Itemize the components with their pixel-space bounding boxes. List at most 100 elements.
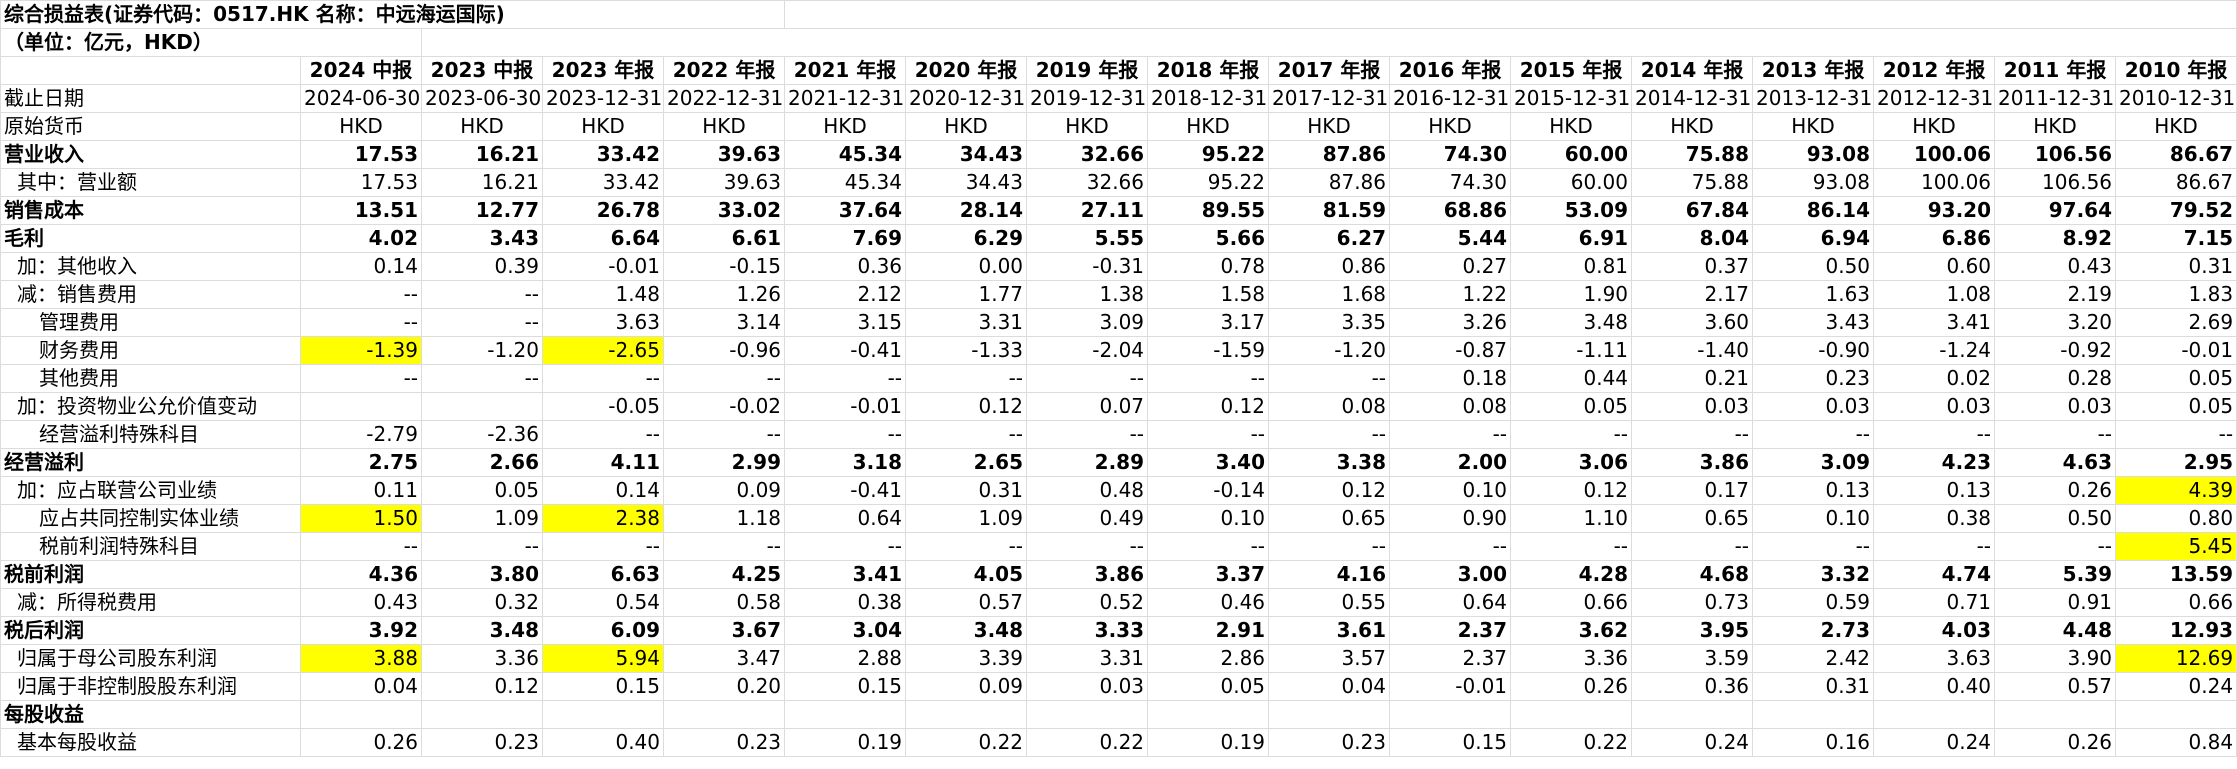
table-cell[interactable]: 3.36 (1510, 644, 1633, 673)
table-cell[interactable]: 0.71 (1873, 588, 1996, 617)
table-cell[interactable]: 1.63 (1752, 280, 1875, 309)
table-cell[interactable]: 2.65 (905, 448, 1028, 477)
table-cell[interactable]: 2.66 (421, 448, 543, 477)
table-cell[interactable]: 0.03 (1631, 392, 1754, 421)
table-cell[interactable]: 4.68 (1631, 560, 1754, 589)
table-cell[interactable]: HKD (1873, 112, 1996, 141)
row-label[interactable]: 销售成本 (0, 196, 301, 225)
table-cell[interactable]: -- (1873, 532, 1996, 561)
table-cell[interactable]: 0.02 (1873, 364, 1996, 393)
table-cell[interactable]: 45.34 (784, 140, 907, 169)
table-cell[interactable]: 1.26 (662, 280, 786, 309)
row-label[interactable]: 减：所得税费用 (0, 588, 301, 617)
table-cell[interactable]: 0.15 (1389, 728, 1512, 757)
table-cell[interactable]: -- (1752, 532, 1875, 561)
table-cell[interactable]: 2020-12-31 (905, 84, 1028, 113)
table-cell[interactable]: 3.86 (1631, 448, 1754, 477)
row-label[interactable]: 经营溢利特殊科目 (0, 420, 301, 449)
table-cell[interactable]: 0.52 (1026, 588, 1149, 617)
table-cell[interactable]: 2.42 (1752, 644, 1875, 673)
table-cell[interactable]: 4.02 (300, 224, 422, 253)
table-cell[interactable]: 3.18 (784, 448, 907, 477)
table-cell[interactable]: 3.61 (1268, 616, 1391, 645)
table-cell[interactable]: 3.63 (1873, 644, 1996, 673)
table-cell[interactable]: 106.56 (1994, 168, 2117, 197)
table-cell[interactable]: 0.10 (1389, 476, 1512, 505)
table-cell[interactable]: 33.42 (542, 140, 664, 169)
table-cell[interactable]: 0.57 (1994, 672, 2117, 701)
table-cell[interactable]: 4.25 (662, 560, 786, 589)
table-cell[interactable]: 33.42 (542, 168, 664, 197)
table-cell[interactable]: 3.43 (421, 224, 543, 253)
table-cell[interactable]: HKD (1631, 112, 1754, 141)
column-header[interactable]: 2013 年报 (1752, 56, 1875, 85)
table-cell[interactable]: 3.62 (1510, 616, 1633, 645)
table-cell[interactable]: 0.86 (1268, 252, 1391, 281)
table-cell[interactable]: -- (542, 420, 664, 449)
table-cell[interactable]: 27.11 (1026, 196, 1149, 225)
table-cell[interactable]: 12.93 (2115, 616, 2237, 645)
table-cell[interactable]: 6.63 (542, 560, 664, 589)
table-cell[interactable]: 5.94 (542, 644, 664, 673)
table-cell[interactable]: 0.64 (784, 504, 907, 533)
table-cell[interactable]: 2.95 (2115, 448, 2237, 477)
table-cell[interactable]: 3.43 (1752, 308, 1875, 337)
table-cell[interactable]: HKD (421, 112, 543, 141)
table-cell[interactable]: 86.14 (1752, 196, 1875, 225)
table-cell[interactable]: 2.91 (1147, 616, 1270, 645)
table-cell[interactable]: 3.88 (300, 644, 422, 673)
table-cell[interactable]: 0.14 (542, 476, 664, 505)
table-cell[interactable]: 3.38 (1268, 448, 1391, 477)
table-cell[interactable] (421, 392, 543, 421)
table-cell[interactable]: -- (300, 532, 422, 561)
table-cell[interactable]: 0.12 (1147, 392, 1270, 421)
table-cell[interactable]: -2.04 (1026, 336, 1149, 365)
table-cell[interactable]: 0.39 (421, 252, 543, 281)
table-cell[interactable]: -- (421, 280, 543, 309)
table-cell[interactable]: 3.48 (421, 616, 543, 645)
table-cell[interactable]: 2023-12-31 (542, 84, 664, 113)
table-cell[interactable]: -- (421, 308, 543, 337)
table-cell[interactable]: 17.53 (300, 168, 422, 197)
table-cell[interactable]: -- (1026, 420, 1149, 449)
table-cell[interactable]: -2.36 (421, 420, 543, 449)
table-cell[interactable] (1752, 700, 1875, 729)
table-cell[interactable]: 100.06 (1873, 168, 1996, 197)
table-cell[interactable]: 0.22 (905, 728, 1028, 757)
table-cell[interactable] (1873, 700, 1996, 729)
table-cell[interactable]: 3.31 (905, 308, 1028, 337)
table-cell[interactable] (1147, 700, 1270, 729)
table-cell[interactable]: -- (300, 308, 422, 337)
table-cell[interactable]: -- (784, 420, 907, 449)
table-cell[interactable]: 3.09 (1752, 448, 1875, 477)
table-cell[interactable]: 0.14 (300, 252, 422, 281)
table-cell[interactable]: 0.20 (662, 672, 786, 701)
table-cell[interactable] (784, 700, 907, 729)
table-cell[interactable]: 87.86 (1268, 140, 1391, 169)
table-cell[interactable]: 3.41 (1873, 308, 1996, 337)
table-cell[interactable]: 79.52 (2115, 196, 2237, 225)
table-cell[interactable]: HKD (1147, 112, 1270, 141)
table-cell[interactable]: 32.66 (1026, 140, 1149, 169)
table-cell[interactable]: 93.08 (1752, 168, 1875, 197)
table-cell[interactable] (905, 700, 1028, 729)
table-cell[interactable]: 95.22 (1147, 140, 1270, 169)
table-cell[interactable]: 0.04 (300, 672, 422, 701)
table-cell[interactable] (300, 392, 422, 421)
table-cell[interactable]: 5.44 (1389, 224, 1512, 253)
table-cell[interactable]: 74.30 (1389, 168, 1512, 197)
table-cell[interactable]: 3.47 (662, 644, 786, 673)
unit-label[interactable]: （单位：亿元，HKD） (0, 28, 422, 57)
table-cell[interactable]: 0.31 (1752, 672, 1875, 701)
table-cell[interactable]: 1.68 (1268, 280, 1391, 309)
table-cell[interactable]: HKD (1994, 112, 2117, 141)
row-label[interactable]: 税后利润 (0, 616, 301, 645)
table-cell[interactable]: 2.17 (1631, 280, 1754, 309)
table-cell[interactable]: 2022-12-31 (662, 84, 786, 113)
table-cell[interactable]: 0.36 (1631, 672, 1754, 701)
sheet-title[interactable]: 综合损益表(证券代码：0517.HK 名称：中远海运国际) (0, 0, 786, 29)
column-header[interactable]: 2012 年报 (1873, 56, 1996, 85)
table-cell[interactable]: 0.03 (1026, 672, 1149, 701)
table-cell[interactable]: 3.80 (421, 560, 543, 589)
table-cell[interactable]: 1.77 (905, 280, 1028, 309)
